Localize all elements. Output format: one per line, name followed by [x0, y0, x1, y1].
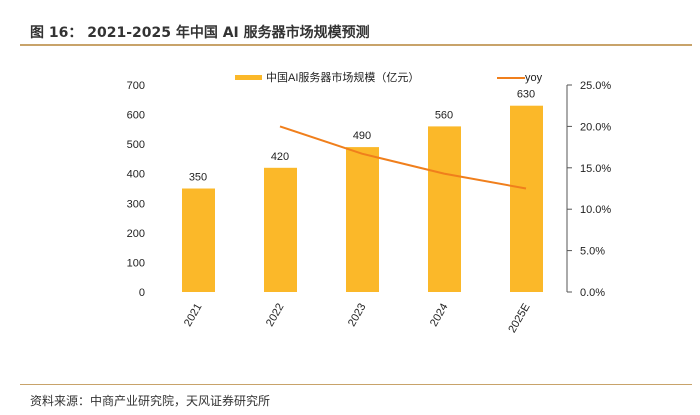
bar-2023: [346, 147, 379, 292]
x-axis-tick-label: 2025E: [506, 302, 532, 336]
bar-data-label: 630: [517, 89, 535, 101]
source-note: 资料来源：中商产业研究院，天风证券研究所: [30, 394, 271, 408]
x-axis-tick-label: 2022: [264, 302, 287, 329]
left-axis-tick-label: 400: [127, 169, 145, 181]
left-axis-tick-label: 200: [127, 228, 145, 240]
left-axis-tick-label: 300: [127, 198, 145, 210]
left-axis-tick-label: 700: [127, 80, 145, 92]
left-axis-tick-label: 100: [127, 257, 145, 269]
bar-2022: [264, 167, 297, 292]
bar-data-label: 560: [435, 109, 453, 121]
yoy-line: [279, 125, 527, 190]
right-axis-tick-label: 20.0%: [580, 121, 611, 133]
right-axis-tick-label: 10.0%: [580, 204, 611, 216]
left-axis-tick-label: 600: [127, 110, 145, 122]
x-axis-tick-label: 2021: [182, 302, 205, 329]
right-axis-tick-label: 25.0%: [580, 80, 611, 92]
bar-data-label: 490: [353, 130, 371, 142]
right-axis-tick-label: 0.0%: [580, 287, 605, 299]
legend-line-label: yoy: [525, 72, 543, 84]
legend-bar-label: 中国AI服务器市场规模（亿元）: [266, 70, 419, 84]
title-divider: [20, 44, 692, 46]
right-axis-tick-label: 5.0%: [580, 246, 605, 258]
bar-data-label: 350: [189, 172, 207, 184]
left-axis-tick-label: 500: [127, 139, 145, 151]
left-axis-tick-label: 0: [139, 287, 145, 299]
bar-2024: [428, 126, 461, 293]
x-axis-tick-label: 2024: [428, 302, 451, 329]
footer-divider: [20, 384, 692, 385]
bar-2021: [182, 188, 215, 292]
x-axis-tick-label: 2023: [346, 302, 369, 329]
bar-2025E: [510, 105, 543, 292]
legend-bar-swatch: [235, 75, 262, 80]
right-axis-tick-label: 15.0%: [580, 163, 611, 175]
bar-data-label: 420: [271, 151, 289, 163]
figure-title: 图 16： 2021-2025 年中国 AI 服务器市场规模预测: [30, 25, 370, 41]
